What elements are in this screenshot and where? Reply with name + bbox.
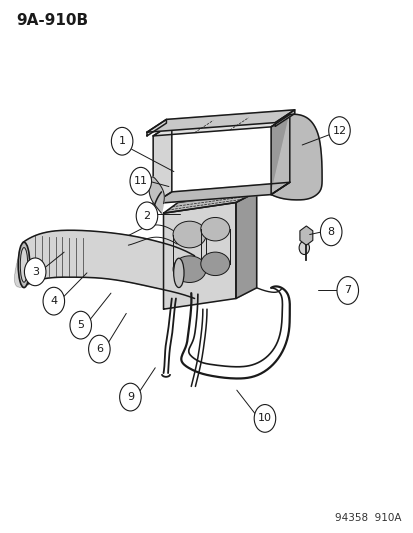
Text: 4: 4 (50, 296, 57, 306)
Circle shape (119, 383, 141, 411)
Circle shape (130, 167, 151, 195)
Polygon shape (275, 110, 294, 126)
Polygon shape (149, 177, 164, 213)
Ellipse shape (18, 242, 30, 288)
Ellipse shape (200, 217, 229, 241)
Ellipse shape (298, 241, 309, 255)
Text: 9A-910B: 9A-910B (17, 13, 88, 28)
Circle shape (111, 127, 133, 155)
Ellipse shape (173, 221, 206, 248)
Text: 6: 6 (96, 344, 102, 354)
Text: 12: 12 (332, 126, 346, 135)
Circle shape (336, 277, 358, 304)
Polygon shape (235, 192, 256, 298)
Polygon shape (147, 110, 294, 132)
Polygon shape (163, 203, 235, 309)
Circle shape (43, 287, 64, 315)
Circle shape (136, 202, 157, 230)
Polygon shape (163, 192, 256, 213)
Polygon shape (153, 124, 171, 204)
Circle shape (24, 258, 46, 286)
Text: 94358  910A: 94358 910A (334, 513, 401, 523)
Circle shape (254, 405, 275, 432)
Ellipse shape (173, 256, 206, 282)
Circle shape (328, 117, 349, 144)
Ellipse shape (20, 247, 28, 282)
Polygon shape (153, 115, 289, 136)
Text: 8: 8 (327, 227, 334, 237)
Text: 5: 5 (77, 320, 84, 330)
Ellipse shape (173, 258, 184, 288)
Circle shape (320, 218, 341, 246)
Polygon shape (14, 230, 200, 299)
Text: 2: 2 (143, 211, 150, 221)
Polygon shape (153, 182, 289, 204)
Text: 10: 10 (257, 414, 271, 423)
Text: 11: 11 (133, 176, 147, 186)
Circle shape (88, 335, 110, 363)
Text: 7: 7 (343, 286, 351, 295)
Ellipse shape (200, 252, 229, 276)
Polygon shape (271, 115, 289, 195)
Circle shape (70, 311, 91, 339)
Polygon shape (147, 119, 166, 136)
Polygon shape (271, 114, 321, 200)
Text: 3: 3 (32, 267, 38, 277)
Text: 9: 9 (126, 392, 134, 402)
Text: 1: 1 (119, 136, 125, 146)
